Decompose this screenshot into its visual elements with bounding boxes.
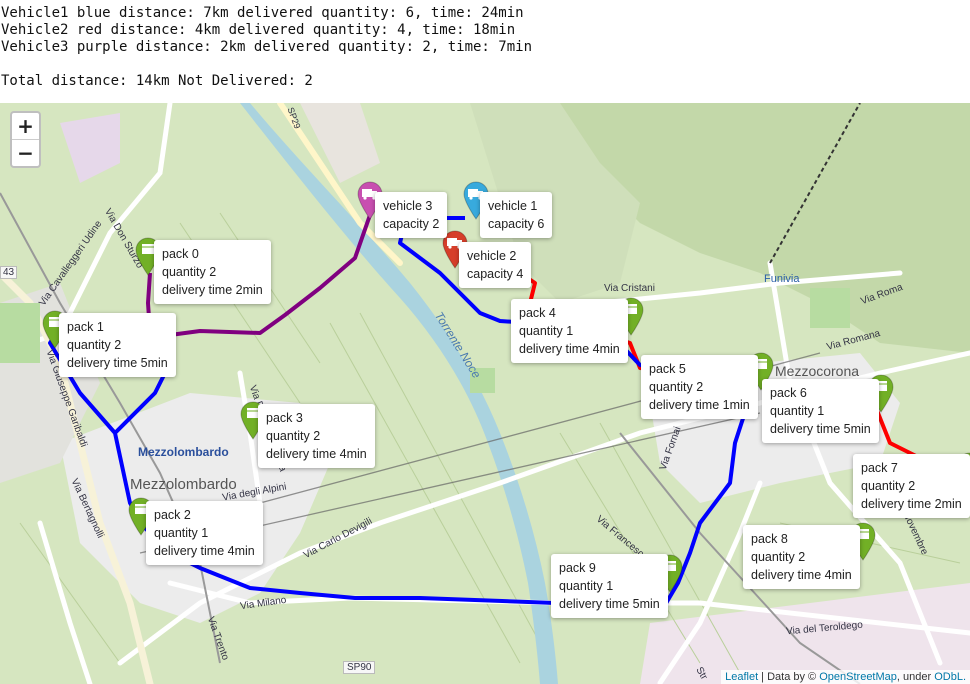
attribution-text: | Data by © (758, 671, 820, 683)
vehicle-title: vehicle 2 (467, 249, 517, 263)
map-attribution: Leaflet | Data by © OpenStreetMap, under… (721, 670, 970, 684)
pack-title: pack 9 (559, 561, 596, 575)
pack-quantity: quantity 2 (266, 429, 321, 443)
pack-quantity: quantity 2 (67, 338, 122, 352)
pack-delivery-time: delivery time 2min (162, 283, 263, 297)
pack-label: pack 6 quantity 1 delivery time 5min (762, 379, 879, 443)
leaflet-link[interactable]: Leaflet (725, 671, 759, 683)
odbl-link[interactable]: ODbL. (934, 671, 966, 683)
road-label: Via Cristani (604, 283, 655, 294)
poi-label: Funivia (764, 273, 800, 285)
vehicle-label: vehicle 1 capacity 6 (480, 192, 553, 238)
vehicle-capacity: capacity 4 (467, 267, 524, 281)
vehicle1-summary: Vehicle1 blue distance: 7km delivered qu… (1, 5, 524, 21)
attribution-text: , under (896, 671, 935, 683)
vehicle-capacity: capacity 6 (488, 217, 545, 231)
vehicle-label: vehicle 3 capacity 2 (375, 192, 448, 238)
zoom-out-button[interactable]: − (17, 141, 34, 165)
pack-title: pack 3 (266, 411, 303, 425)
pack-title: pack 0 (162, 247, 199, 261)
road-shield: SP90 (343, 661, 376, 674)
pack-delivery-time: delivery time 2min (861, 497, 962, 511)
pack-quantity: quantity 2 (861, 479, 916, 493)
pack-quantity: quantity 2 (751, 550, 806, 564)
vehicle-label: vehicle 2 capacity 4 (459, 242, 532, 288)
pack-label: pack 0 quantity 2 delivery time 2min (154, 240, 271, 304)
zoom-control: + − (10, 111, 41, 168)
pack-label: pack 1 quantity 2 delivery time 5min (59, 313, 176, 377)
route-summary: Vehicle1 blue distance: 7km delivered qu… (0, 0, 970, 103)
pack-label: pack 4 quantity 1 delivery time 4min (511, 299, 628, 363)
pack-quantity: quantity 2 (649, 380, 704, 394)
pack-delivery-time: delivery time 4min (266, 447, 367, 461)
pack-quantity: quantity 1 (559, 579, 614, 593)
pack-label: pack 9 quantity 1 delivery time 5min (551, 554, 668, 618)
pack-title: pack 2 (154, 508, 191, 522)
pack-label: pack 8 quantity 2 delivery time 4min (743, 525, 860, 589)
town-label: Mezzolombardo (130, 476, 237, 493)
pack-quantity: quantity 1 (770, 404, 825, 418)
total-summary: Total distance: 14km Not Delivered: 2 (1, 73, 313, 89)
pack-delivery-time: delivery time 1min (649, 398, 750, 412)
pack-label: pack 3 quantity 2 delivery time 4min (258, 404, 375, 468)
pack-label: pack 2 quantity 1 delivery time 4min (146, 501, 263, 565)
road-shield: 43 (0, 266, 18, 279)
pack-delivery-time: delivery time 5min (559, 597, 660, 611)
pack-quantity: quantity 1 (154, 526, 209, 540)
pack-delivery-time: delivery time 4min (519, 342, 620, 356)
zoom-in-button[interactable]: + (12, 113, 39, 140)
map-view[interactable]: Mezzolombardo Mezzolombardo Mezzocorona … (0, 103, 970, 684)
vehicle3-summary: Vehicle3 purple distance: 2km delivered … (1, 39, 533, 55)
pack-delivery-time: delivery time 4min (751, 568, 852, 582)
pack-title: pack 6 (770, 386, 807, 400)
pack-label: pack 5 quantity 2 delivery time 1min (641, 355, 758, 419)
vehicle-capacity: capacity 2 (383, 217, 440, 231)
pack-quantity: quantity 2 (162, 265, 217, 279)
pack-quantity: quantity 1 (519, 324, 574, 338)
town-label: Mezzolombardo (138, 445, 229, 459)
pack-title: pack 7 (861, 461, 898, 475)
vehicle2-summary: Vehicle2 red distance: 4km delivered qua… (1, 22, 516, 38)
pack-delivery-time: delivery time 5min (770, 422, 871, 436)
vehicle-title: vehicle 1 (488, 199, 538, 213)
vehicle-title: vehicle 3 (383, 199, 433, 213)
osm-link[interactable]: OpenStreetMap (819, 671, 897, 683)
pack-title: pack 5 (649, 362, 686, 376)
pack-title: pack 8 (751, 532, 788, 546)
pack-title: pack 4 (519, 306, 556, 320)
pack-delivery-time: delivery time 4min (154, 544, 255, 558)
pack-label: pack 7 quantity 2 delivery time 2min (853, 454, 970, 518)
pack-delivery-time: delivery time 5min (67, 356, 168, 370)
town-label: Mezzocorona (775, 363, 860, 379)
pack-title: pack 1 (67, 320, 104, 334)
